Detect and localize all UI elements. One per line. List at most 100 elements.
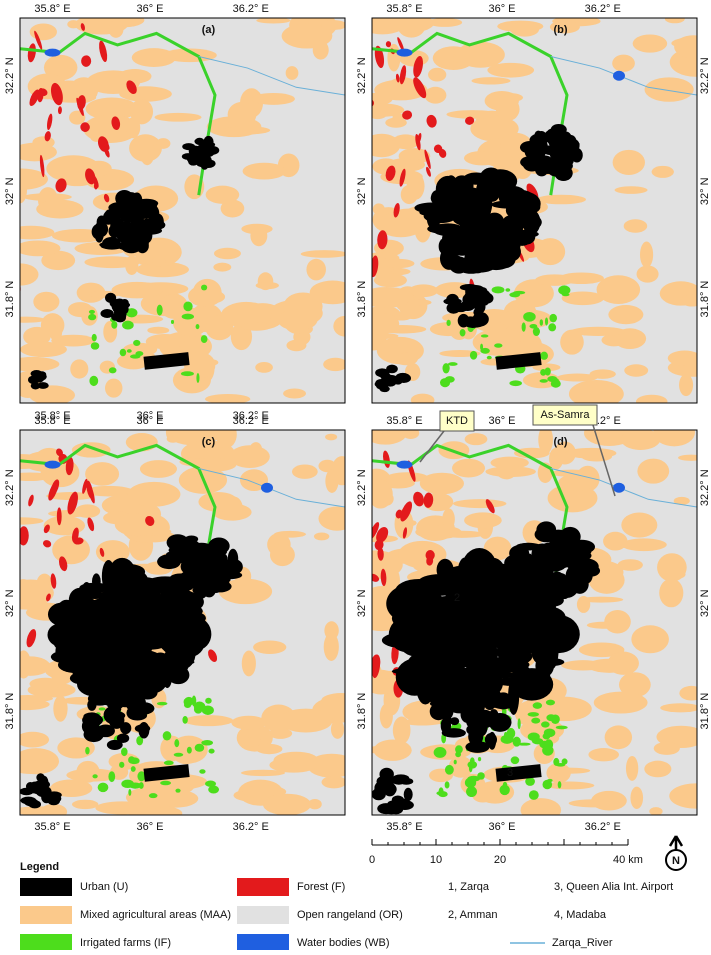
- agri-patch: [623, 219, 648, 233]
- forest-patch: [372, 522, 380, 540]
- urban-patch: [549, 142, 559, 160]
- agri-patch: [205, 394, 251, 403]
- dam: [44, 460, 61, 469]
- urban-patch: [569, 571, 579, 579]
- urban-patch: [519, 141, 540, 154]
- forest-patch: [20, 526, 29, 546]
- agri-patch: [20, 517, 44, 525]
- urban-patch: [486, 584, 519, 593]
- forest-patch: [372, 654, 381, 674]
- agri-patch: [229, 445, 270, 469]
- forest-patch: [385, 165, 396, 182]
- airport: [495, 764, 542, 782]
- irrigated-patch: [544, 317, 549, 326]
- agri-patch: [392, 113, 406, 121]
- forest-patch: [57, 106, 62, 115]
- agri-patch: [487, 62, 535, 78]
- agri-patch: [535, 274, 575, 286]
- agri-patch: [553, 441, 576, 465]
- forest-patch: [426, 166, 431, 177]
- agri-patch: [199, 358, 219, 367]
- latitude-label: 32° N: [699, 589, 711, 617]
- irrigated-patch: [92, 774, 98, 779]
- agri-patch: [159, 294, 189, 319]
- irrigated-patch: [130, 766, 136, 772]
- forest-patch: [485, 499, 495, 514]
- forest-patch: [12, 165, 18, 177]
- scale-label: 0: [369, 854, 375, 866]
- urban-patch: [115, 576, 127, 596]
- agri-patch: [464, 512, 502, 529]
- forest-patch: [93, 182, 98, 190]
- urban-patch: [536, 631, 574, 653]
- irrigated-patch: [480, 347, 490, 354]
- irrigated-patch: [126, 349, 132, 353]
- forest-patch: [103, 140, 110, 150]
- forest-patch: [80, 23, 85, 31]
- agri-patch: [614, 186, 648, 194]
- agri-patch: [256, 18, 291, 24]
- irrigated-patch: [477, 772, 485, 780]
- agri-patch: [306, 258, 326, 281]
- urban-patch: [380, 371, 391, 381]
- irrigated-patch: [540, 351, 549, 360]
- irrigated-patch: [544, 739, 554, 750]
- urban-patch: [411, 595, 421, 622]
- urban-patch: [386, 364, 398, 374]
- agri-patch: [33, 291, 60, 312]
- agri-patch: [20, 760, 52, 775]
- urban-patch: [105, 292, 117, 304]
- legend-label: Open rangeland (OR): [297, 909, 403, 921]
- urban-patch: [488, 712, 512, 732]
- irrigated-patch: [532, 327, 540, 337]
- agri-patch: [620, 430, 661, 450]
- irrigated-patch: [455, 745, 463, 754]
- irrigated-patch: [208, 748, 215, 754]
- urban-patch: [158, 601, 197, 619]
- irrigated-patch: [129, 782, 142, 789]
- agri-patch: [131, 48, 176, 68]
- irrigated-patch: [135, 351, 144, 357]
- irrigated-patch: [128, 756, 135, 764]
- longitude-label: 36° E: [136, 410, 163, 422]
- urban-patch: [169, 574, 193, 594]
- irrigated-patch: [91, 333, 97, 342]
- irrigated-patch: [550, 379, 561, 388]
- agri-patch: [262, 793, 312, 815]
- irrigated-patch: [505, 288, 511, 292]
- irrigated-patch: [506, 727, 516, 739]
- agri-patch: [535, 238, 566, 266]
- irrigated-patch: [525, 777, 535, 786]
- irrigated-patch: [539, 379, 548, 383]
- irrigated-patch: [543, 728, 556, 738]
- dam: [44, 48, 61, 57]
- agri-patch: [625, 755, 639, 781]
- irrigated-patch: [98, 707, 106, 711]
- urban-patch: [549, 594, 560, 606]
- urban-patch: [194, 155, 209, 167]
- urban-patch: [145, 202, 157, 214]
- agri-patch: [630, 786, 644, 809]
- irrigated-patch: [532, 702, 543, 709]
- irrigated-patch: [119, 348, 127, 357]
- agri-patch: [636, 265, 659, 283]
- agri-patch: [20, 731, 50, 748]
- urban-patch: [429, 702, 448, 721]
- agri-patch: [318, 506, 345, 531]
- urban-patch: [30, 382, 41, 390]
- panel-label: (d): [553, 436, 567, 448]
- forest-patch: [80, 122, 90, 132]
- forest-patch: [399, 65, 407, 85]
- irrigated-patch: [502, 781, 508, 789]
- longitude-label: 36.2° E: [233, 821, 269, 833]
- forest-patch: [28, 494, 34, 507]
- airport: [143, 352, 190, 370]
- agri-patch: [561, 291, 605, 306]
- agri-patch: [320, 20, 345, 30]
- urban-patch: [502, 189, 536, 210]
- callout-leader: [419, 430, 445, 463]
- agri-patch: [75, 504, 101, 518]
- urban-patch: [166, 550, 190, 559]
- latitude-label: 31.8° N: [699, 281, 711, 318]
- agri-patch: [41, 250, 76, 271]
